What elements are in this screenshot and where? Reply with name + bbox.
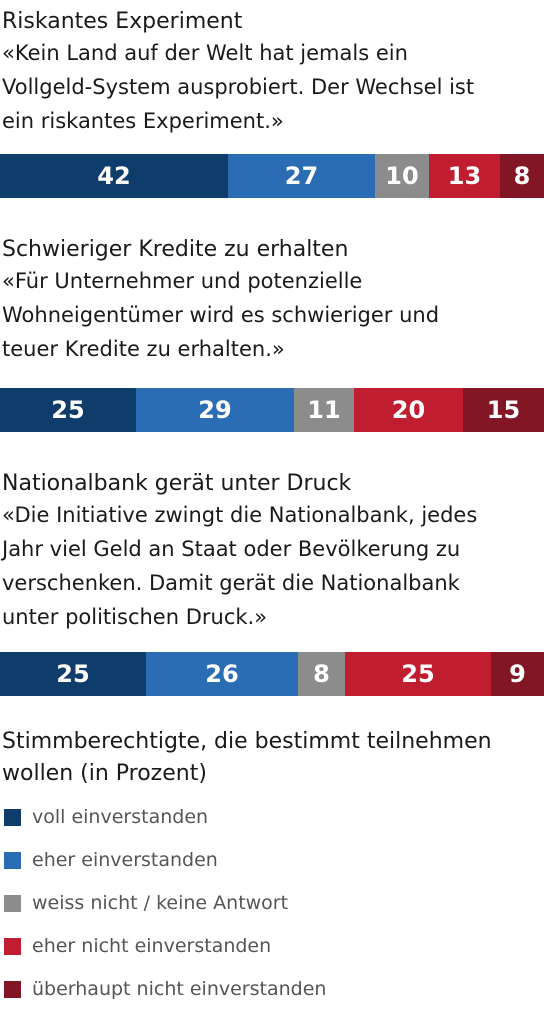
legend-title: Stimmberechtigte, die bestimmt teilnehme…	[0, 726, 544, 790]
bar-segment-1-5: 8	[500, 154, 544, 198]
legend-label: eher einverstanden	[32, 849, 218, 871]
bar-segment-1-1: 42	[0, 154, 228, 198]
bar-segment-3-1: 25	[0, 652, 146, 696]
stacked-bar-2: 25 29 11 20 15	[0, 388, 544, 432]
data-label: 26	[205, 660, 239, 688]
data-label: 20	[391, 396, 426, 424]
question-block-2: Schwieriger Kredite zu erhalten «Für Unt…	[0, 236, 544, 366]
data-label: 13	[447, 162, 482, 190]
legend-label: eher nicht einverstanden	[32, 935, 272, 957]
question-quote-2-line-1: «Für Unternehmer und potenzielle	[2, 269, 363, 293]
legend-label: überhaupt nicht einverstanden	[32, 978, 327, 1000]
bar-segment-1-3: 10	[375, 154, 429, 198]
stacked-bar-3: 25 26 8 25 9	[0, 652, 544, 696]
legend-swatch	[4, 851, 21, 869]
question-quote-2-line-3: teuer Kredite zu erhalten.»	[2, 337, 285, 361]
stacked-bar-1: 42 27 10 13 8	[0, 154, 544, 198]
data-label: 11	[307, 396, 341, 424]
data-label: 8	[513, 162, 531, 190]
question-quote-1-line-3: ein riskantes Experiment.»	[2, 109, 284, 133]
data-label: 29	[198, 396, 232, 424]
bar-segment-2-1: 25	[0, 388, 136, 432]
data-label: 25	[51, 396, 85, 424]
legend-item: weiss nicht / keine Antwort	[4, 891, 288, 915]
data-label: 9	[509, 660, 526, 688]
question-block-1: Riskantes Experiment «Kein Land auf der …	[0, 8, 544, 138]
bar-segment-1-4: 13	[429, 154, 500, 198]
bar-segment-3-2: 26	[146, 652, 298, 696]
question-quote-3-line-4: unter politischen Druck.»	[2, 605, 268, 629]
legend-label: weiss nicht / keine Antwort	[32, 892, 289, 914]
question-quote-2-line-2: Wohneigentümer wird es schwieriger und	[2, 303, 440, 327]
bar-segment-2-4: 20	[354, 388, 463, 432]
legend-title-line-2: wollen (in Prozent)	[2, 761, 207, 786]
legend-item: eher nicht einverstanden	[4, 934, 271, 958]
legend-swatch	[4, 894, 21, 912]
bar-segment-2-2: 29	[136, 388, 294, 432]
question-quote-3-line-3: verschenken. Damit gerät die Nationalban…	[2, 571, 460, 595]
data-label: 15	[486, 396, 521, 424]
legend-swatch	[4, 980, 21, 998]
question-quote-3-line-2: Jahr viel Geld an Staat oder Bevölkerung…	[2, 537, 461, 561]
data-label: 8	[313, 660, 330, 688]
legend-title-line-1: Stimmberechtigte, die bestimmt teilnehme…	[2, 729, 492, 754]
data-label: 10	[385, 162, 419, 190]
legend-swatch	[4, 808, 21, 826]
legend-item: voll einverstanden	[4, 805, 208, 829]
legend-label: voll einverstanden	[32, 806, 209, 828]
data-label: 25	[401, 660, 435, 688]
legend-swatch	[4, 937, 21, 955]
bar-segment-2-5: 15	[463, 388, 544, 432]
bar-segment-1-2: 27	[228, 154, 375, 198]
question-block-3: Nationalbank gerät unter Druck «Die Init…	[0, 470, 544, 634]
data-label: 25	[56, 660, 90, 688]
legend-item: eher einverstanden	[4, 848, 218, 872]
question-title-3: Nationalbank gerät unter Druck	[2, 471, 352, 496]
question-quote-1-line-1: «Kein Land auf der Welt hat jemals ein	[2, 41, 408, 65]
bar-segment-3-4: 25	[345, 652, 491, 696]
data-label: 42	[97, 162, 131, 190]
question-quote-3-line-1: «Die Initiative zwingt die Nationalbank,…	[2, 503, 478, 527]
question-title-2: Schwieriger Kredite zu erhalten	[2, 237, 349, 262]
question-quote-1-line-2: Vollgeld-System ausprobiert. Der Wechsel…	[2, 75, 475, 99]
bar-segment-3-3: 8	[298, 652, 345, 696]
data-label: 27	[284, 162, 319, 190]
bar-segment-2-3: 11	[294, 388, 354, 432]
legend-item: überhaupt nicht einverstanden	[4, 977, 326, 1001]
question-title-1: Riskantes Experiment	[2, 9, 243, 34]
bar-segment-3-5: 9	[491, 652, 544, 696]
